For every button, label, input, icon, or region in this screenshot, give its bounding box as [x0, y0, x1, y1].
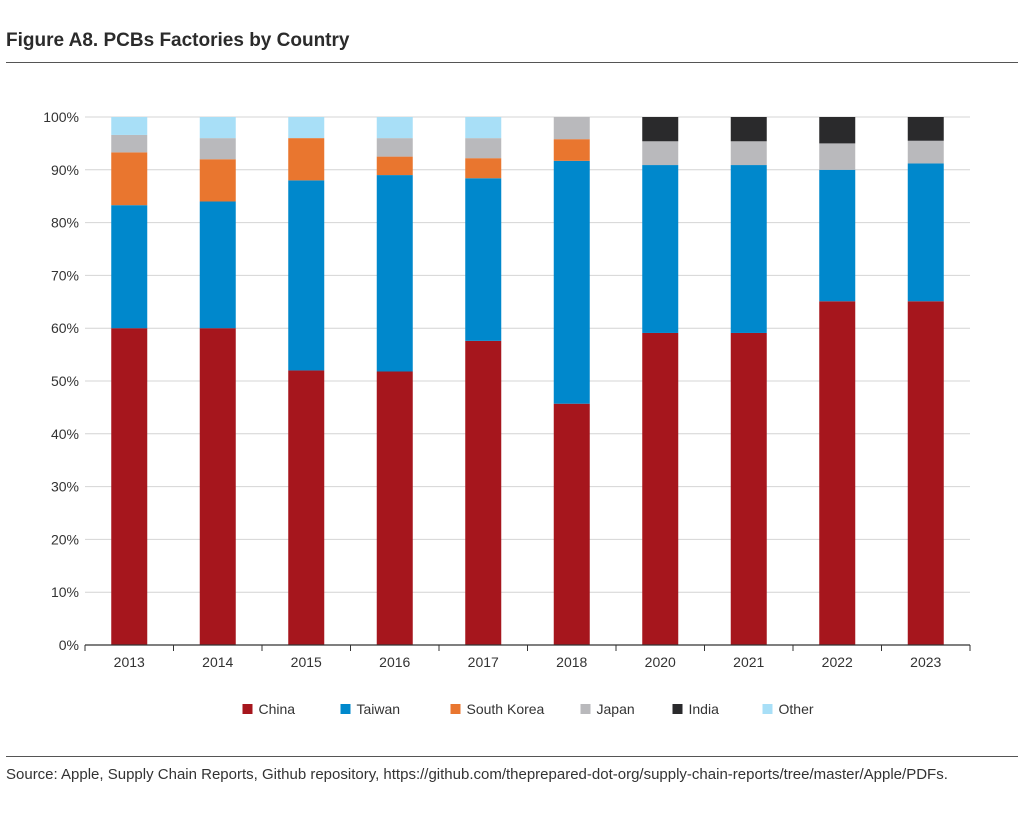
bar-segment-taiwan — [465, 178, 502, 341]
legend-label: Other — [779, 701, 814, 717]
bar-segment-south-korea — [111, 152, 148, 206]
source-divider — [6, 756, 1018, 757]
bar-segment-china — [111, 328, 148, 645]
x-tick-label: 2021 — [733, 654, 764, 670]
bar-segment-taiwan — [819, 169, 856, 302]
bar-segment-china — [199, 328, 236, 645]
title-divider — [6, 62, 1018, 63]
bar-segment-japan — [376, 138, 413, 157]
x-tick-label: 2014 — [202, 654, 233, 670]
bar-segment-other — [288, 117, 325, 139]
bar-segment-taiwan — [553, 160, 590, 404]
bar-segment-taiwan — [642, 165, 679, 333]
stacked-bar-chart: 0% 10% 20% 30% 40% 50% 60% 70% 80% 90% 100% 2013 201… — [43, 109, 971, 717]
bar-segment-china — [553, 403, 590, 645]
legend-label: Japan — [597, 701, 635, 717]
bar-segment-india — [642, 117, 679, 142]
bar-segment-china — [819, 301, 856, 645]
y-tick-label: 20% — [51, 531, 79, 547]
figure-title: Figure A8. PCBs Factories by Country — [6, 30, 350, 51]
y-tick-label: 80% — [51, 215, 79, 231]
legend-label: India — [689, 701, 720, 717]
legend-swatch — [242, 704, 253, 714]
legend-swatch — [340, 704, 351, 714]
bar-segment-china — [907, 301, 944, 645]
bar-segment-india — [730, 117, 767, 142]
bar-segment-japan — [111, 134, 148, 153]
bar-segment-japan — [199, 138, 236, 160]
bar-segment-china — [642, 332, 679, 645]
bar-segment-japan — [465, 138, 502, 159]
y-tick-label: 0% — [59, 637, 79, 653]
legend-label: Taiwan — [357, 701, 401, 717]
legend-swatch — [762, 704, 773, 714]
x-tick-label: 2020 — [645, 654, 676, 670]
bar-segment-india — [907, 117, 944, 141]
bar-segment-china — [465, 340, 502, 645]
x-tick-label: 2017 — [468, 654, 499, 670]
bar-segment-taiwan — [199, 201, 236, 329]
bar-segment-taiwan — [376, 175, 413, 372]
x-tick-label: 2023 — [910, 654, 941, 670]
x-tick-label: 2018 — [556, 654, 587, 670]
y-tick-label: 60% — [51, 320, 79, 336]
bar-segment-japan — [642, 141, 679, 166]
y-tick-label: 70% — [51, 267, 79, 283]
y-tick-label: 40% — [51, 426, 79, 442]
bar-segment-japan — [730, 141, 767, 166]
bar-segment-japan — [553, 117, 590, 140]
bar-segment-taiwan — [730, 165, 767, 333]
bar-segment-other — [199, 117, 236, 139]
x-tick-label: 2022 — [822, 654, 853, 670]
y-tick-label: 90% — [51, 162, 79, 178]
bar-segment-other — [111, 117, 148, 135]
y-tick-label: 30% — [51, 479, 79, 495]
bar-segment-south-korea — [288, 138, 325, 181]
y-tick-label: 10% — [51, 584, 79, 600]
bar-segment-japan — [819, 143, 856, 170]
bar-segment-other — [376, 117, 413, 139]
bar-segment-japan — [907, 140, 944, 164]
bar-segment-other — [465, 117, 502, 139]
legend-swatch — [580, 704, 591, 714]
legend-swatch — [450, 704, 461, 714]
legend-label: China — [259, 701, 296, 717]
bar-segment-south-korea — [553, 139, 590, 161]
x-tick-label: 2015 — [291, 654, 322, 670]
bar-segment-taiwan — [111, 205, 148, 329]
x-tick-label: 2016 — [379, 654, 410, 670]
legend-label: South Korea — [467, 701, 545, 717]
bar-segment-china — [376, 371, 413, 645]
x-tick-label: 2013 — [114, 654, 145, 670]
y-tick-label: 100% — [43, 109, 79, 125]
source-note: Source: Apple, Supply Chain Reports, Git… — [6, 766, 948, 783]
bar-segment-south-korea — [199, 159, 236, 202]
y-tick-label: 50% — [51, 373, 79, 389]
bar-segment-china — [730, 332, 767, 645]
bar-segment-taiwan — [907, 163, 944, 302]
legend-swatch — [672, 704, 683, 714]
bar-segment-china — [288, 370, 325, 645]
bar-segment-south-korea — [376, 156, 413, 176]
bar-segment-india — [819, 117, 856, 144]
bar-segment-south-korea — [465, 158, 502, 179]
bar-segment-taiwan — [288, 180, 325, 371]
